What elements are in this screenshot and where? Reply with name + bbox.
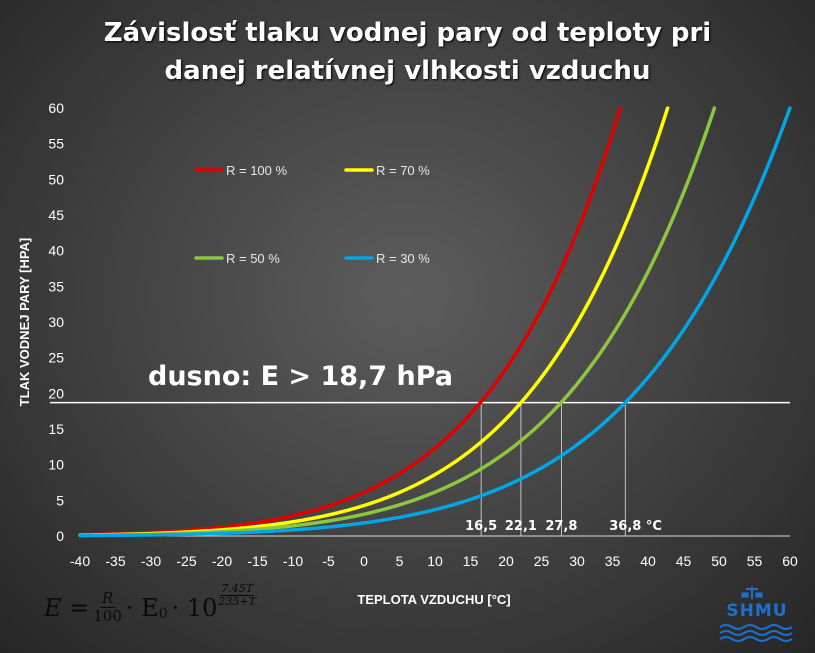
shmu-logo-graphic: [719, 587, 793, 642]
y-tick-label: 45: [48, 207, 64, 223]
x-tick-label: -35: [105, 553, 125, 569]
y-tick-label: 60: [48, 100, 64, 116]
y-axis-title: TLAK VODNEJ PARY [HPA]: [17, 238, 32, 407]
chart-title: Závislosť tlaku vodnej pary od teploty p…: [0, 14, 815, 90]
y-tick-label: 10: [48, 457, 64, 473]
formula: E = R 100 · E 0 · 10 7.45T 235+T: [44, 583, 256, 625]
y-tick-label: 25: [48, 350, 64, 366]
shmu-logo-text: SHMU: [726, 601, 788, 621]
formula-exponent-num: 7.45T: [220, 582, 255, 596]
x-tick-label: 20: [498, 553, 514, 569]
y-tick-label: 5: [56, 492, 64, 508]
marker-label: 27,8: [545, 519, 577, 534]
formula-fraction: R 100: [93, 590, 122, 625]
y-tick-label: 40: [48, 243, 64, 259]
x-tick-label: -40: [70, 553, 90, 569]
x-tick-label: 15: [463, 553, 479, 569]
formula-fraction-num: R: [99, 589, 116, 608]
x-tick-label: 45: [676, 553, 692, 569]
marker-label: 22,1: [505, 519, 537, 534]
y-tick-label: 15: [48, 421, 64, 437]
y-tick-label: 30: [48, 314, 64, 330]
x-tick-label: -15: [247, 553, 267, 569]
y-tick-label: 20: [48, 385, 64, 401]
formula-times10: · 10: [171, 593, 218, 622]
legend-label: R = 30 %: [376, 251, 430, 266]
formula-sub0: 0: [158, 605, 168, 622]
y-tick-label: 55: [48, 136, 64, 152]
marker-label: 16,5: [465, 519, 497, 534]
marker-label: 36,8 °C: [609, 519, 662, 534]
chart-title-line1: Závislosť tlaku vodnej pary od teploty p…: [103, 18, 712, 48]
formula-exponent: 7.45T 235+T: [218, 583, 256, 608]
x-tick-label: 50: [711, 553, 727, 569]
legend-label: R = 50 %: [226, 251, 280, 266]
x-tick-label: 10: [427, 553, 443, 569]
formula-lhs: E =: [44, 593, 90, 622]
series-line: [78, 106, 670, 537]
x-tick-label: 60: [782, 553, 798, 569]
x-tick-label: 25: [534, 553, 550, 569]
legend-label: R = 100 %: [226, 163, 288, 178]
x-tick-label: -25: [176, 553, 196, 569]
x-tick-label: 30: [569, 553, 585, 569]
x-tick-label: -10: [283, 553, 303, 569]
formula-fraction-den: 100: [93, 607, 122, 625]
formula-exponent-den: 235+T: [218, 595, 256, 608]
x-tick-label: 40: [640, 553, 656, 569]
formula-mid: · E: [125, 593, 159, 622]
x-tick-label: -20: [212, 553, 232, 569]
x-tick-label: -30: [141, 553, 161, 569]
x-tick-label: -5: [322, 553, 335, 569]
shmu-logo: SHMU: [712, 583, 802, 643]
x-tick-label: 35: [605, 553, 621, 569]
series-line: [78, 106, 792, 538]
x-tick-label: 55: [747, 553, 763, 569]
chart-title-line2: danej relatívnej vlhkosti vzduchu: [164, 56, 651, 86]
x-tick-label: 0: [360, 553, 368, 569]
x-tick-label: 5: [396, 553, 404, 569]
legend-label: R = 70 %: [376, 163, 430, 178]
y-tick-label: 50: [48, 171, 64, 187]
y-tick-label: 0: [56, 528, 64, 544]
threshold-label: dusno: E > 18,7 hPa: [148, 361, 453, 392]
y-tick-label: 35: [48, 278, 64, 294]
x-axis-title: TEPLOTA VZDUCHU [°C]: [357, 592, 510, 607]
